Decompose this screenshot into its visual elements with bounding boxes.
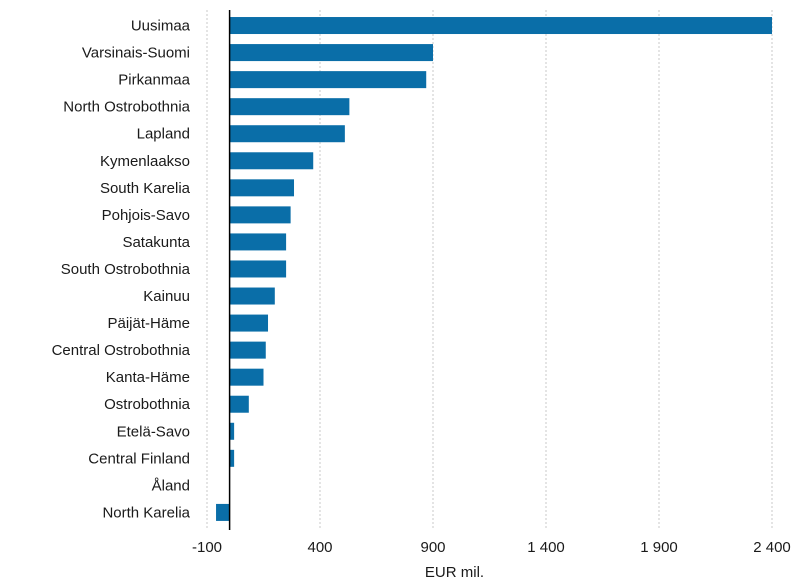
bar (229, 287, 275, 305)
category-label: North Ostrobothnia (63, 99, 190, 116)
x-axis-title: EUR mil. (425, 564, 484, 580)
x-tick-label: 1 900 (640, 539, 678, 556)
x-tick-label: -100 (192, 539, 222, 556)
category-label: Kanta-Häme (106, 369, 190, 386)
x-tick-labels: -100 400 900 1 400 1 900 2 400 (192, 539, 791, 556)
x-tick-label: 2 400 (753, 539, 791, 556)
category-label: Pohjois-Savo (102, 207, 190, 224)
bar (229, 233, 287, 251)
bars (216, 17, 773, 521)
bar (229, 206, 291, 224)
bar (229, 368, 264, 386)
bar (216, 503, 230, 521)
category-label: Satakunta (122, 234, 190, 251)
bar (229, 125, 345, 143)
category-labels: Uusimaa Varsinais-Suomi Pirkanmaa North Ost… (52, 18, 191, 522)
bar (229, 314, 269, 332)
x-tick-label: 900 (420, 539, 445, 556)
category-label: Varsinais-Suomi (82, 45, 190, 62)
bar (229, 44, 433, 62)
gridlines (206, 10, 773, 530)
bar (229, 449, 235, 467)
category-label: Lapland (137, 126, 190, 143)
category-label: Åland (152, 477, 190, 494)
x-tick-label: 400 (307, 539, 332, 556)
category-label: Päijät-Häme (107, 315, 190, 332)
category-label: South Karelia (100, 180, 191, 197)
category-label: Kainuu (143, 288, 190, 305)
category-label: Kymenlaakso (100, 153, 190, 170)
bar (229, 422, 235, 440)
x-tick-label: 1 400 (527, 539, 565, 556)
category-label: North Karelia (102, 504, 190, 521)
category-label: South Ostrobothnia (61, 261, 191, 278)
bar (229, 341, 266, 359)
bar (229, 98, 350, 116)
bar (229, 260, 287, 278)
bar (229, 71, 427, 89)
category-label: Central Finland (88, 450, 190, 467)
bar (229, 17, 773, 35)
category-label: Pirkanmaa (118, 72, 190, 89)
bar (229, 395, 249, 413)
bar (229, 179, 295, 197)
category-label: Ostrobothnia (104, 396, 191, 413)
category-label: Uusimaa (131, 18, 191, 35)
bar (229, 152, 314, 170)
category-label: Central Ostrobothnia (52, 342, 191, 359)
category-label: Etelä-Savo (117, 423, 190, 440)
